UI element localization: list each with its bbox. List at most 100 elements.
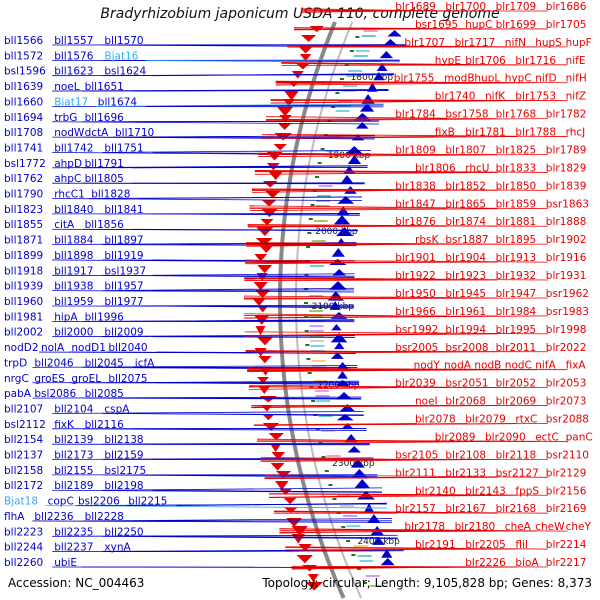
gene-label: blr1874	[445, 216, 486, 228]
gene-label: bll2040	[108, 342, 147, 354]
category-mark	[353, 545, 368, 547]
gene-label: bll1960	[4, 296, 43, 308]
tick-marker	[351, 554, 356, 556]
gene-label: bll1762	[4, 173, 43, 185]
gene-label: bsl1596	[4, 66, 46, 78]
map-footer: Accession: NC_004463 Topology: circular;…	[0, 572, 600, 594]
gene-label: bll1856	[85, 219, 125, 231]
category-mark	[309, 265, 324, 267]
gene-connector	[82, 397, 362, 400]
gene-connector	[254, 170, 548, 173]
category-mark	[355, 50, 370, 52]
gene-label: bll2244	[4, 542, 44, 554]
gene-label: bll1805	[85, 173, 124, 185]
gene-label: noeL	[54, 81, 80, 93]
gene-label: blr1755	[394, 73, 435, 85]
gene-label: blr1709	[496, 1, 537, 13]
gene-label: hupS	[535, 37, 562, 49]
gene-label: bll1694	[4, 112, 44, 124]
gene-label: hupF	[566, 37, 592, 49]
minus-strand-gene	[336, 414, 354, 421]
gene-label: nrgC	[4, 373, 29, 385]
tick-marker	[332, 498, 337, 500]
plus-strand-gene	[268, 171, 284, 181]
minus-strand-gene	[337, 206, 350, 215]
gene-label: icfA	[135, 357, 155, 369]
gene-label: blr1716	[515, 55, 556, 67]
gene-connector	[52, 121, 379, 125]
category-mark	[339, 505, 354, 507]
gene-label: bll2189	[54, 480, 93, 492]
gene-label: bll2173	[54, 450, 93, 462]
gene-label: nodW	[54, 127, 85, 139]
gene-connector	[132, 228, 358, 231]
gene-label: cheW	[535, 521, 565, 533]
tick-marker	[307, 372, 312, 374]
gene-label: bsr1962	[546, 288, 589, 300]
gene-label: bsl2206	[78, 496, 120, 508]
category-mark	[315, 205, 330, 207]
gene-label: nodY	[414, 360, 441, 372]
gene-label: blr1852	[445, 180, 486, 192]
gene-connector	[252, 188, 548, 191]
gene-connector	[293, 28, 418, 31]
tick-marker	[305, 260, 310, 262]
gene-label: bll1741	[4, 142, 43, 154]
gene-label: ubiE	[54, 557, 77, 569]
gene-connector	[269, 493, 468, 496]
minus-strand-gene	[331, 248, 345, 257]
tick-marker	[308, 218, 313, 220]
gene-connector	[102, 335, 355, 338]
gene-label: bll1751	[104, 142, 143, 154]
scale-tick-label: 1800 kbp	[351, 73, 394, 83]
gene-label: bll1566	[4, 35, 44, 47]
gene-connector	[252, 189, 498, 191]
gene-connector	[254, 171, 418, 173]
gene-connector	[139, 196, 363, 199]
gene-label: blr2022	[546, 342, 587, 354]
gene-label: bll2138	[104, 434, 143, 446]
gene-label: Bjat16	[104, 50, 138, 62]
gene-connector	[256, 438, 437, 442]
tick-marker	[328, 484, 333, 486]
gene-label: blr2089	[435, 431, 476, 443]
gene-connector	[261, 136, 437, 139]
gene-connector	[106, 380, 360, 384]
gene-label: groES	[34, 373, 65, 385]
gene-label: bll1742	[54, 142, 93, 154]
gene-label: noeI	[415, 396, 438, 408]
tick-marker	[321, 456, 326, 458]
gene-label: blr1901	[395, 252, 436, 264]
gene-connector	[254, 170, 468, 173]
gene-connector	[270, 99, 568, 102]
gene-label: bll2158	[4, 465, 43, 477]
gene-label: groEL	[71, 373, 101, 385]
gene-connector	[260, 456, 398, 460]
gene-label: bll1823	[4, 204, 43, 216]
gene-label: blr1995	[496, 324, 537, 336]
gene-connector	[260, 458, 448, 461]
gene-connector	[247, 225, 398, 228]
gene-label: bll1572	[4, 50, 43, 62]
gene-connector	[285, 546, 548, 550]
gene-label: bll2155	[54, 465, 93, 477]
gene-label: bll1660	[4, 96, 43, 108]
gene-connector	[245, 350, 398, 353]
gene-label: bll2260	[4, 557, 43, 569]
gene-connector	[163, 134, 375, 138]
tick-marker	[320, 148, 325, 150]
gene-label: cspA	[104, 403, 130, 415]
gene-label: bll1938	[54, 281, 93, 293]
gene-connector	[52, 411, 364, 414]
gene-label: blr2217	[546, 557, 587, 569]
scale-tick-label: 2100 kbp	[312, 302, 355, 312]
gene-label: nodC	[505, 360, 532, 372]
gene-label: blr2090	[485, 431, 526, 443]
tick-marker	[339, 78, 344, 80]
category-mark	[309, 330, 324, 332]
gene-label: bsr2110	[546, 449, 589, 461]
gene-label: bll1708	[4, 127, 43, 139]
gene-label: bll1790	[4, 189, 43, 201]
gene-label: bsr1695	[415, 19, 458, 31]
plus-strand-gene	[252, 298, 266, 306]
